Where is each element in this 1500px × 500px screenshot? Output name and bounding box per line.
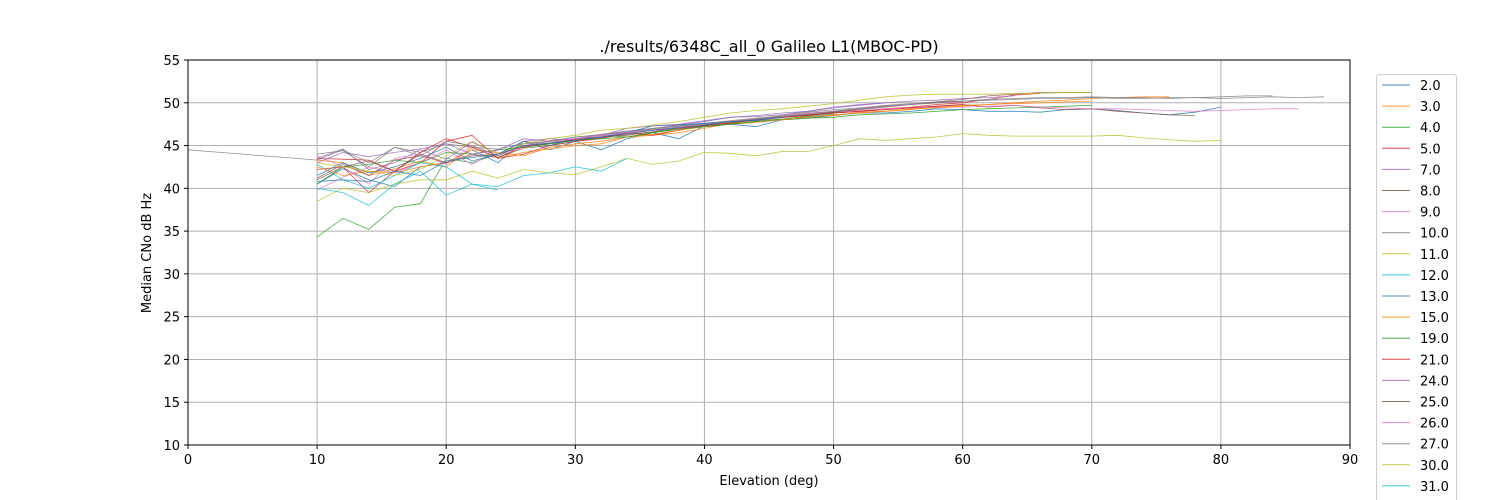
series-line-26.0 [316, 101, 963, 185]
x-tick-label: 10 [309, 453, 326, 468]
plot-frame [187, 59, 1351, 446]
x-tick-label: 70 [1084, 453, 1101, 468]
series-line-31.0 [317, 170, 498, 206]
y-tick-label: 25 [163, 311, 180, 326]
y-tick-label: 50 [163, 97, 180, 112]
x-tick-label: 40 [696, 453, 713, 468]
legend: 2.0 3.0 4.0 5.0 7.0 8.0 9.0 10.0 11.0 12.0 13.0 15.… [1376, 74, 1457, 500]
y-axis-label: Median CNo dB Hz [140, 193, 155, 313]
x-tick-label: 90 [1342, 453, 1359, 468]
series-line-7.0 [316, 95, 1015, 170]
y-tick-label: 20 [163, 353, 180, 368]
legend-label: 19.0 [1420, 332, 1449, 347]
legend-label: 30.0 [1420, 459, 1449, 474]
series-line-25.0 [316, 92, 1092, 179]
legend-label: 13.0 [1420, 290, 1449, 305]
x-tick-label: 0 [184, 453, 192, 468]
legend-label: 11.0 [1420, 248, 1449, 263]
legend-box [1376, 74, 1457, 500]
legend-label: 12.0 [1420, 269, 1449, 284]
series-line-30.0 [317, 92, 1092, 176]
legend-label: 8.0 [1420, 185, 1441, 200]
legend-label: 15.0 [1420, 311, 1449, 326]
y-tick-label: 30 [163, 268, 180, 283]
x-tick-label: 50 [825, 453, 842, 468]
legend-label: 24.0 [1420, 374, 1449, 389]
x-tick-label: 20 [438, 453, 455, 468]
legend-label: 5.0 [1420, 142, 1441, 157]
series-line-27.0 [317, 95, 1273, 168]
x-tick-label: 30 [567, 453, 584, 468]
axis-ticks: 0 10 20 30 40 50 60 70 80 90 10 15 20 25 30 35 40 45 50 55 [163, 54, 1358, 468]
chart-title: ./results/6348C_all_0 Galileo L1(MBOC-PD… [599, 37, 938, 57]
y-tick-label: 55 [163, 54, 180, 69]
legend-label: 4.0 [1420, 121, 1441, 136]
x-axis-label: Elevation (deg) [719, 474, 818, 489]
legend-label: 21.0 [1420, 353, 1449, 368]
y-tick-label: 35 [163, 225, 180, 240]
legend-label: 25.0 [1420, 396, 1449, 411]
y-tick-label: 10 [163, 439, 180, 454]
x-tick-label: 60 [954, 453, 971, 468]
legend-label: 2.0 [1420, 79, 1441, 94]
legend-label: 9.0 [1420, 206, 1441, 221]
y-tick-label: 15 [163, 396, 180, 411]
y-tick-label: 40 [163, 182, 180, 197]
series-line-34.0 [317, 116, 782, 182]
y-tick-label: 45 [163, 140, 180, 155]
legend-label: 26.0 [1420, 417, 1449, 432]
series-lines [187, 92, 1325, 238]
legend-label: 7.0 [1420, 163, 1441, 178]
legend-label: 31.0 [1420, 480, 1449, 495]
series-line-10.0 [187, 96, 1325, 164]
legend-label: 10.0 [1420, 227, 1449, 242]
series-line-11.0 [316, 133, 1221, 202]
legend-label: 27.0 [1420, 438, 1449, 453]
series-line-24.0 [316, 102, 886, 164]
legend-label: 3.0 [1420, 100, 1441, 115]
x-tick-label: 80 [1213, 453, 1230, 468]
